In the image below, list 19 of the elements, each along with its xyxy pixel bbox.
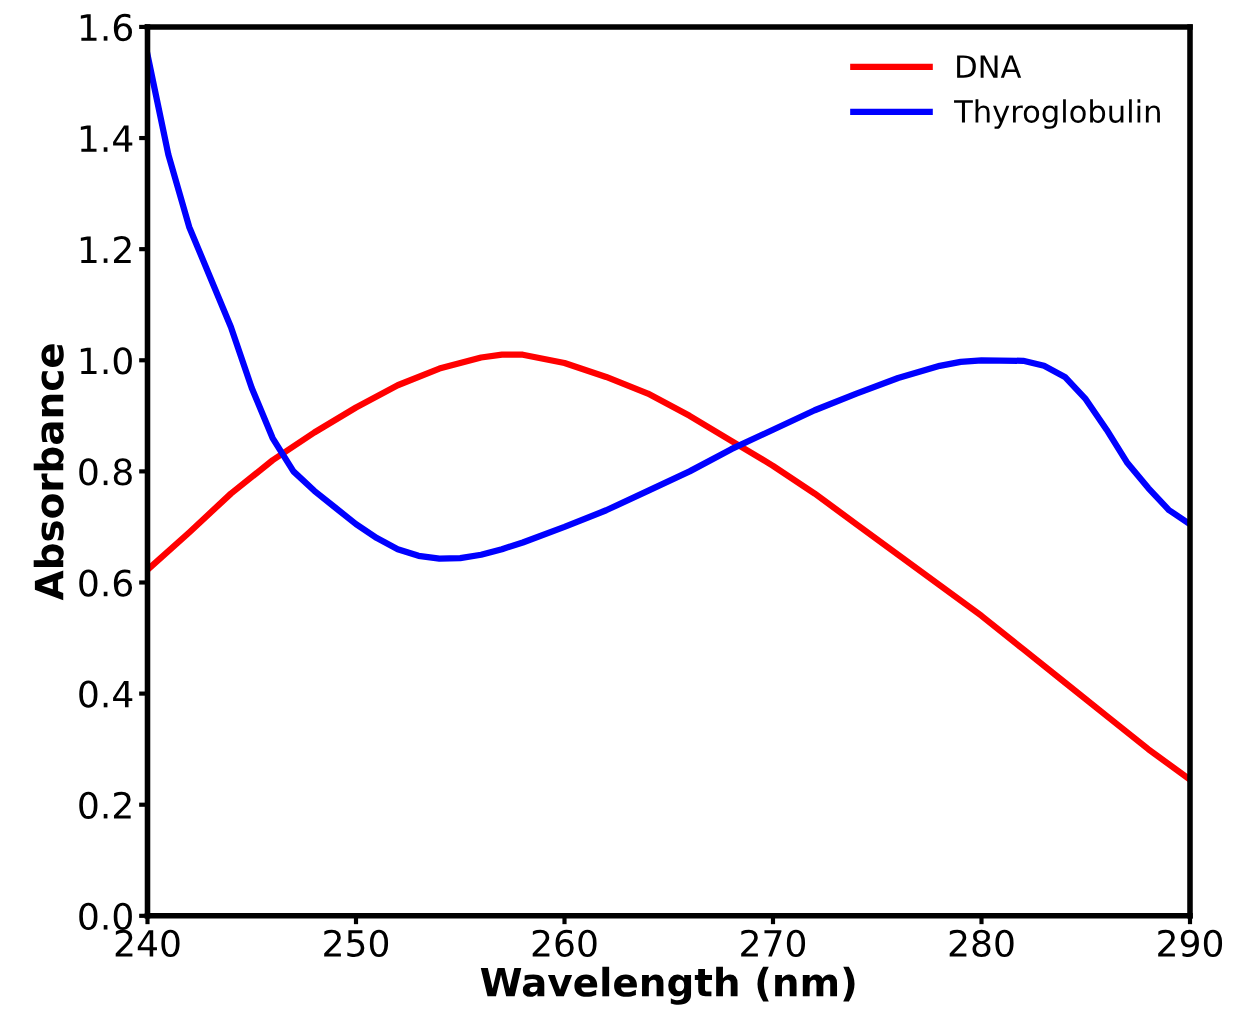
y-tick-label: 1.4: [80, 125, 133, 152]
x-tick-label: 250: [324, 929, 389, 957]
y-tick-label: 0.4: [79, 680, 133, 708]
y-tick-label: 0.2: [79, 791, 131, 819]
x-tick-label: 240: [115, 929, 180, 957]
y-tick-label: 1.0: [80, 347, 132, 375]
y-tick-label: 1.6: [80, 13, 133, 42]
x-tick-label: 280: [949, 929, 1014, 957]
x-tick-label: 290: [1158, 929, 1223, 957]
x-tick-label: 270: [741, 929, 806, 957]
x-axis-title: Wavelength (nm): [480, 966, 855, 1005]
legend-label: DNA: [957, 55, 1022, 78]
y-tick-label: 0.6: [79, 569, 133, 597]
legend-label: Thyroglobulin: [954, 99, 1160, 129]
y-tick-label: 0.8: [79, 458, 132, 486]
y-tick-label: 1.2: [80, 236, 131, 263]
y-tick-label: 0.0: [79, 902, 132, 931]
x-tick-label: 260: [532, 929, 597, 957]
y-axis-title: Absorbance: [33, 344, 64, 601]
